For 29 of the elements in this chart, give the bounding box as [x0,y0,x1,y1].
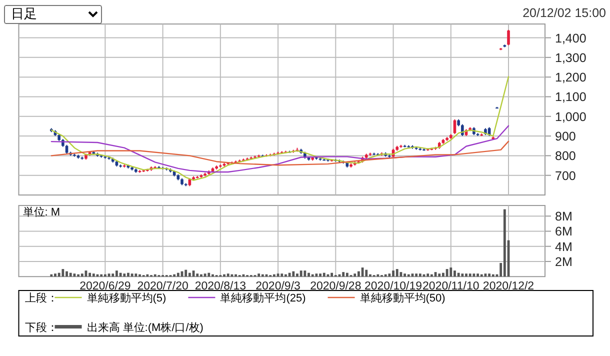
legend-label: 単純移動平均(25) [220,292,306,304]
legend-label: 単純移動平均(5) [86,292,166,304]
x-tick-label: 2020/9/3 [256,280,300,293]
x-tick-label: 2020/10/19 [364,280,422,293]
text: 20/12/02 15:00 [522,6,606,20]
annotation: 単位: M [22,206,60,218]
x-tick-label: 2020/8/13 [194,280,246,293]
x-tick-label: 2020/6/29 [80,280,131,293]
y-tick-label: 1,100 [555,90,586,104]
y-tick-label: 1,300 [555,50,586,65]
x-tick-label: 2020/7/20 [137,280,188,293]
y-tick-label: 8M [555,210,572,224]
y-tick-label: 800 [555,149,576,164]
y-tick-label: 900 [555,130,576,144]
text: 日足 [4,5,102,24]
y-tick-label: 2M [555,254,572,269]
y-tick-label: 1,400 [555,31,586,46]
legend-title: 上段： [24,292,58,304]
y-tick-label: 6M [555,224,572,239]
legend-title: 下段： [24,322,58,334]
legend-label: 単純移動平均(50) [360,292,446,304]
y-tick-label: 1,200 [555,70,586,85]
y-tick-label: 1,000 [555,110,586,124]
legend-label: 出来高 単位:(M株/口/枚) [86,320,204,334]
x-tick-label: 2020/9/28 [310,280,362,293]
y-tick-label: 700 [555,168,576,183]
x-tick-label: 2020/11/10 [422,280,480,293]
y-tick-label: 4M [555,240,572,254]
x-tick-label: 2020/12/2 [482,280,534,293]
